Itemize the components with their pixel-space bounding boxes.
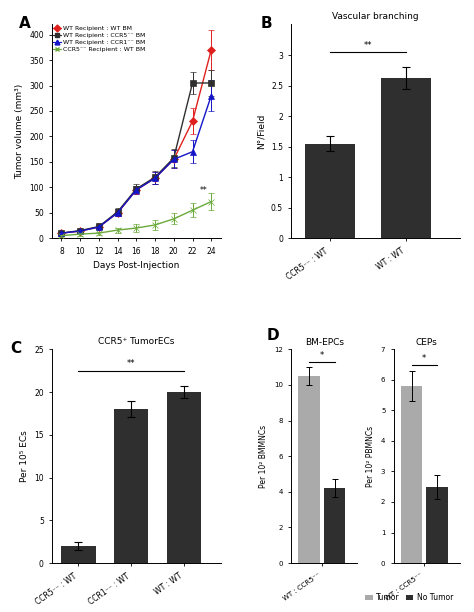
Text: B: B <box>261 16 273 31</box>
Bar <box>324 488 345 563</box>
Text: C: C <box>10 341 21 356</box>
Bar <box>167 392 201 563</box>
Legend: WT Recipient : WT BM, WT Recipient : CCR5⁻⁻ BM, WT Recipient : CCR1⁻⁻ BM, CCR5⁻⁻: WT Recipient : WT BM, WT Recipient : CCR… <box>54 26 145 52</box>
Y-axis label: Tumor volume (mm³): Tumor volume (mm³) <box>15 84 24 179</box>
Text: **: ** <box>364 40 372 50</box>
Bar <box>305 144 355 238</box>
X-axis label: Days Post-Injection: Days Post-Injection <box>93 261 180 270</box>
Legend: Tumor, No Tumor: Tumor, No Tumor <box>362 590 456 605</box>
Y-axis label: Per 10² PBMNCs: Per 10² PBMNCs <box>366 425 375 487</box>
Y-axis label: N°/Field: N°/Field <box>256 114 265 149</box>
Title: BM-EPCs: BM-EPCs <box>305 338 344 347</box>
Bar <box>61 546 96 563</box>
Title: CEPs: CEPs <box>416 338 438 347</box>
Text: **: ** <box>127 359 136 368</box>
Y-axis label: Per 10⁵ ECs: Per 10⁵ ECs <box>19 430 28 482</box>
Bar <box>426 487 447 563</box>
Text: D: D <box>266 328 279 343</box>
Text: **: ** <box>200 186 208 195</box>
Text: *: * <box>422 354 426 363</box>
Bar <box>381 78 431 238</box>
Bar <box>299 376 320 563</box>
Bar <box>114 409 148 563</box>
Text: A: A <box>18 16 30 31</box>
Bar <box>401 386 422 563</box>
Title: CCR5⁺ TumorECs: CCR5⁺ TumorECs <box>98 337 174 346</box>
Text: *: * <box>319 351 324 360</box>
Y-axis label: Per 10² BMMNCs: Per 10² BMMNCs <box>259 425 268 488</box>
Title: Vascular branching: Vascular branching <box>332 12 419 21</box>
